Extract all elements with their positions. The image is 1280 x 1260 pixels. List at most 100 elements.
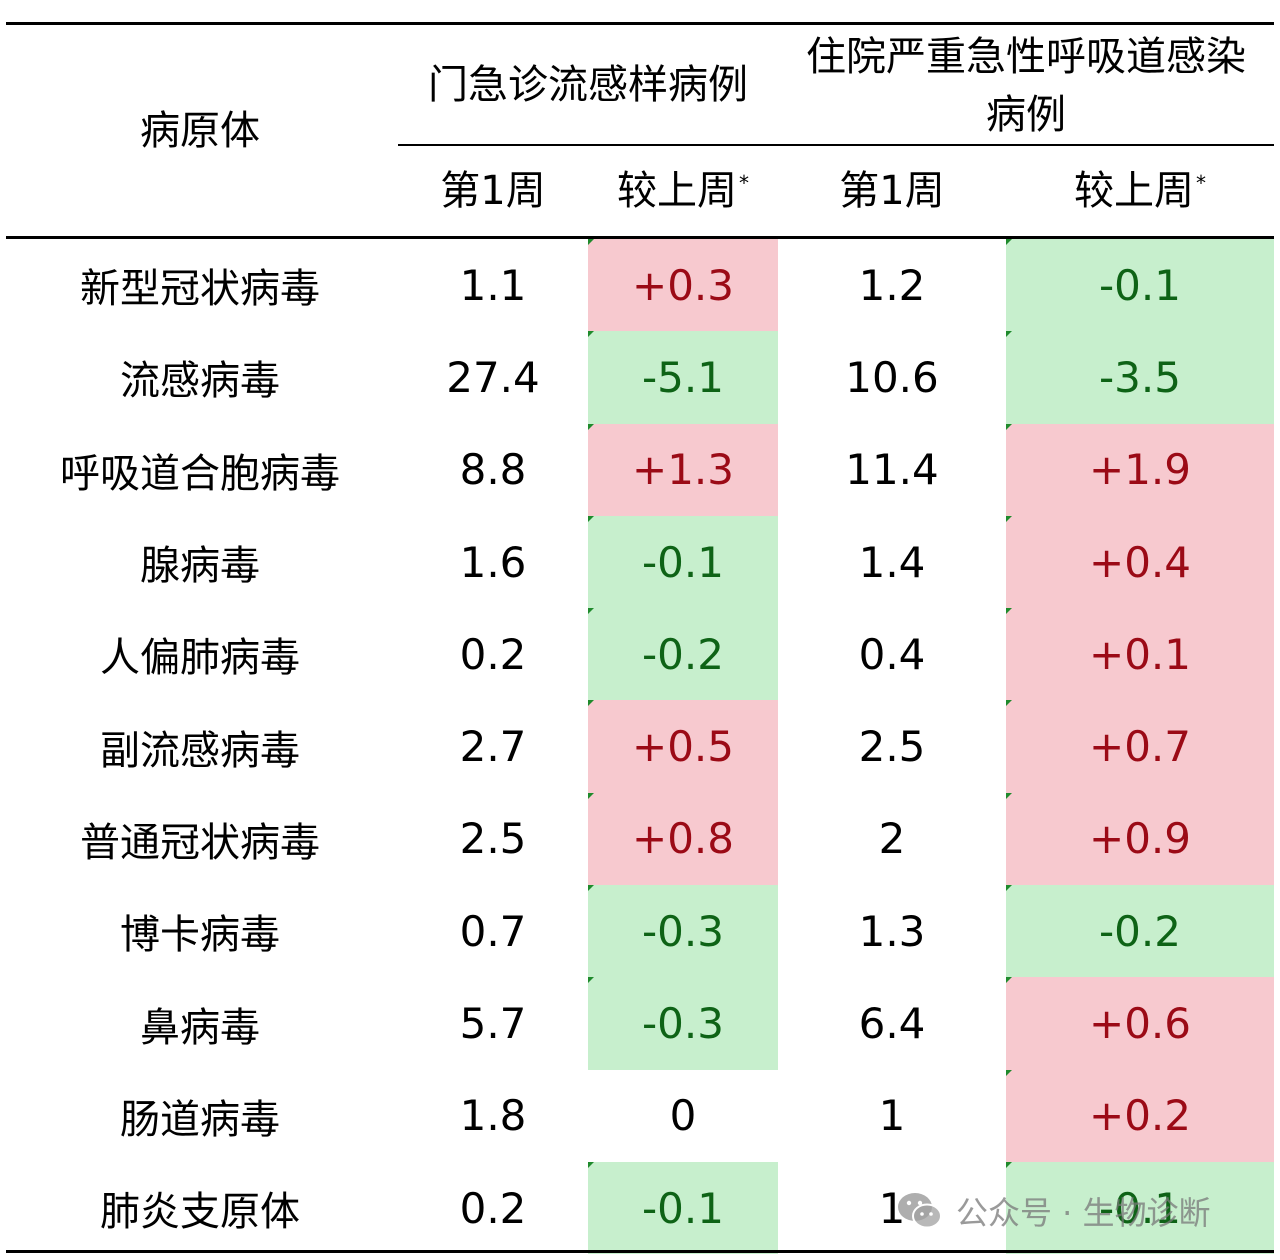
inpatient-change-cell: +0.6: [1006, 977, 1274, 1070]
table-bottom-rule: [6, 1250, 1274, 1253]
header-outpatient-week1: 第1周: [398, 146, 588, 236]
inpatient-week1-cell: 1: [878, 1183, 906, 1233]
cell-corner-marker: [1006, 239, 1012, 245]
table-row: 新型冠状病毒 1.1 +0.3 1.2 -0.1: [0, 239, 1280, 332]
pathogen-name-cell: 呼吸道合胞病毒: [60, 450, 340, 497]
inpatient-change-cell: -3.5: [1006, 331, 1274, 424]
pathogen-name-cell: 人偏肺病毒: [100, 635, 300, 682]
outpatient-change-cell: +1.3: [588, 423, 778, 516]
table-row: 鼻病毒 5.7 -0.3 6.4 +0.6: [0, 977, 1280, 1070]
inpatient-week1-cell: 2.5: [858, 722, 926, 772]
table-row: 普通冠状病毒 2.5 +0.8 2 +0.9: [0, 792, 1280, 886]
outpatient-week1-cell: 0.2: [459, 629, 527, 679]
table-row: 腺病毒 1.6 -0.1 1.4 +0.4: [0, 515, 1280, 609]
outpatient-change-cell: +0.8: [588, 792, 778, 886]
cell-corner-marker: [588, 792, 594, 799]
table-row: 肺炎支原体 0.2 -0.1 1 -0.1: [0, 1161, 1280, 1255]
inpatient-change-cell: -0.1: [1006, 1161, 1274, 1255]
header-pathogen: 病原体: [140, 107, 260, 154]
outpatient-week1-cell: 0.7: [459, 906, 527, 956]
cell-corner-marker: [588, 977, 594, 984]
pathogen-name-cell: 新型冠状病毒: [80, 266, 320, 313]
outpatient-week1-cell: 1.6: [459, 537, 527, 587]
inpatient-week1-cell: 10.6: [845, 352, 939, 402]
cell-corner-marker: [588, 700, 594, 707]
pathogen-name-cell: 肺炎支原体: [100, 1189, 300, 1236]
cell-corner-marker: [588, 885, 594, 892]
header-week1-label: 第1周: [440, 168, 546, 214]
pathogen-name-cell: 鼻病毒: [140, 1004, 260, 1051]
pathogen-name-cell: 副流感病毒: [100, 727, 300, 774]
footnote-mark: *: [1196, 171, 1206, 195]
header-outpatient-group: 门急诊流感样病例: [428, 61, 748, 108]
header-inpatient-change: 较上周 *: [1006, 146, 1274, 236]
table-row: 博卡病毒 0.7 -0.3 1.3 -0.2: [0, 885, 1280, 978]
cell-corner-marker: [588, 608, 594, 615]
cell-corner-marker: [1006, 1161, 1012, 1168]
inpatient-week1-cell: 1: [878, 1091, 906, 1141]
cell-corner-marker: [1006, 977, 1012, 984]
inpatient-week1-cell: 0.4: [858, 629, 926, 679]
cell-corner-marker: [1006, 885, 1012, 892]
header-change-label: 较上周: [617, 168, 737, 214]
outpatient-week1-cell: 0.2: [459, 1183, 527, 1233]
inpatient-week1-cell: 2: [878, 814, 906, 864]
inpatient-change-cell: +0.9: [1006, 792, 1274, 886]
cell-corner-marker: [588, 331, 594, 338]
cell-corner-marker: [588, 423, 594, 430]
header-group-rule: [398, 144, 1274, 146]
table-row: 人偏肺病毒 0.2 -0.2 0.4 +0.1: [0, 608, 1280, 701]
outpatient-week1-cell: 2.5: [459, 814, 527, 864]
outpatient-week1-cell: 1.8: [459, 1091, 527, 1141]
header-bottom-rule: [6, 236, 1274, 239]
pathogen-name-cell: 肠道病毒: [120, 1096, 280, 1143]
outpatient-change-cell: +0.5: [588, 700, 778, 793]
cell-corner-marker: [1006, 608, 1012, 615]
header-outpatient-change: 较上周 *: [588, 146, 778, 236]
inpatient-week1-cell: 1.4: [858, 537, 926, 587]
cell-corner-marker: [1006, 515, 1012, 522]
inpatient-change-cell: -0.2: [1006, 885, 1274, 978]
table-row: 副流感病毒 2.7 +0.5 2.5 +0.7: [0, 700, 1280, 793]
outpatient-week1-cell: 27.4: [446, 352, 540, 402]
pathogen-name-cell: 腺病毒: [140, 543, 260, 590]
cell-corner-marker: [588, 1161, 594, 1168]
table-row: 流感病毒 27.4 -5.1 10.6 -3.5: [0, 331, 1280, 424]
outpatient-change-cell: +0.3: [588, 239, 778, 332]
table-row: 呼吸道合胞病毒 8.8 +1.3 11.4 +1.9: [0, 423, 1280, 516]
inpatient-change-cell: +1.9: [1006, 423, 1274, 516]
cell-corner-marker: [588, 239, 594, 245]
header-inpatient-week1: 第1周: [778, 146, 1006, 236]
inpatient-week1-cell: 6.4: [858, 999, 926, 1049]
cell-corner-marker: [588, 515, 594, 522]
cell-corner-marker: [1006, 700, 1012, 707]
inpatient-week1-cell: 1.3: [858, 906, 926, 956]
inpatient-week1-cell: 11.4: [845, 445, 939, 495]
cell-corner-marker: [1006, 423, 1012, 430]
outpatient-change-cell: -0.3: [588, 977, 778, 1070]
pathogen-name-cell: 博卡病毒: [120, 912, 280, 959]
pathogen-name-cell: 流感病毒: [120, 358, 280, 405]
outpatient-change-cell: -0.1: [588, 515, 778, 609]
table-top-rule: [6, 22, 1274, 25]
outpatient-change-cell: -0.3: [588, 885, 778, 978]
inpatient-change-cell: +0.4: [1006, 515, 1274, 609]
outpatient-week1-cell: 1.1: [459, 260, 527, 310]
inpatient-week1-cell: 1.2: [858, 260, 926, 310]
inpatient-change-cell: +0.2: [1006, 1069, 1274, 1162]
pathogen-name-cell: 普通冠状病毒: [80, 819, 320, 866]
cell-corner-marker: [1006, 1069, 1012, 1076]
table-body: 新型冠状病毒 1.1 +0.3 1.2 -0.1 流感病毒 27.4 -5.1 10.6 -3.5…: [0, 239, 1280, 1255]
outpatient-change-cell: -0.2: [588, 608, 778, 701]
outpatient-week1-cell: 2.7: [459, 722, 527, 772]
inpatient-change-cell: -0.1: [1006, 239, 1274, 332]
header-week1-label: 第1周: [839, 168, 945, 214]
footnote-mark: *: [739, 171, 749, 195]
outpatient-change-cell: -0.1: [588, 1161, 778, 1255]
cell-corner-marker: [1006, 331, 1012, 338]
cell-corner-marker: [1006, 792, 1012, 799]
outpatient-week1-cell: 5.7: [459, 999, 527, 1049]
header-inpatient-group: 住院严重急性呼吸道感染病例: [806, 34, 1246, 138]
header-change-label: 较上周: [1074, 168, 1194, 214]
inpatient-change-cell: +0.1: [1006, 608, 1274, 701]
